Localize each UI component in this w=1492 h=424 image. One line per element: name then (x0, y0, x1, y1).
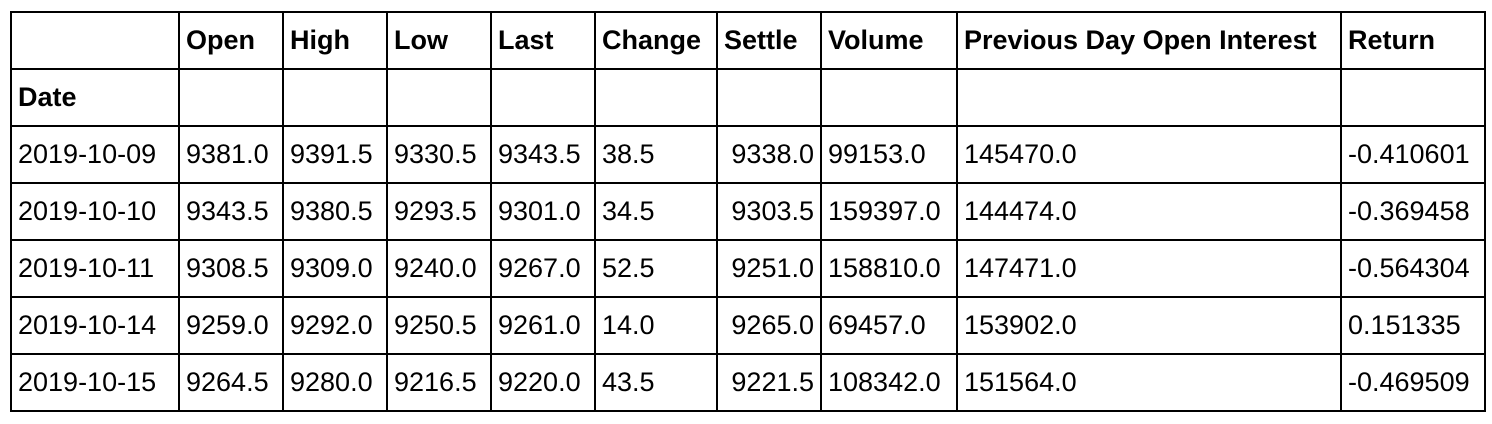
open-cell: 9259.0 (178, 296, 284, 355)
index-row-empty-cell (490, 68, 596, 127)
last-cell: 9220.0 (490, 353, 596, 412)
column-header-high: High (282, 11, 388, 70)
date-cell: 2019-10-14 (10, 296, 180, 355)
change-cell: 52.5 (594, 239, 718, 298)
open-cell: 9381.0 (178, 125, 284, 184)
table-row: 2019-10-15 9264.5 9280.0 9216.5 9220.0 4… (10, 353, 1486, 412)
settle-cell: 9221.5 (716, 353, 822, 412)
settle-cell: 9265.0 (716, 296, 822, 355)
date-cell: 2019-10-10 (10, 182, 180, 241)
return-cell: -0.410601 (1340, 125, 1486, 184)
index-row-empty-cell (178, 68, 284, 127)
high-cell: 9280.0 (282, 353, 388, 412)
volume-cell: 159397.0 (820, 182, 958, 241)
last-cell: 9301.0 (490, 182, 596, 241)
index-row-empty-cell (282, 68, 388, 127)
dataframe-container: Open High Low Last Change Settle Volume … (10, 11, 1492, 412)
index-header-date: Date (10, 68, 180, 127)
column-header-row: Open High Low Last Change Settle Volume … (10, 11, 1486, 70)
column-header-open: Open (178, 11, 284, 70)
index-name-row: Date (10, 68, 1486, 127)
table-row: 2019-10-14 9259.0 9292.0 9250.5 9261.0 1… (10, 296, 1486, 355)
date-cell: 2019-10-15 (10, 353, 180, 412)
low-cell: 9330.5 (386, 125, 492, 184)
column-header-return: Return (1340, 11, 1486, 70)
change-cell: 34.5 (594, 182, 718, 241)
column-header-change: Change (594, 11, 718, 70)
return-cell: -0.469509 (1340, 353, 1486, 412)
low-cell: 9293.5 (386, 182, 492, 241)
header-corner-cell (10, 11, 180, 70)
table-row: 2019-10-11 9308.5 9309.0 9240.0 9267.0 5… (10, 239, 1486, 298)
previous-day-open-interest-cell: 145470.0 (956, 125, 1342, 184)
return-cell: 0.151335 (1340, 296, 1486, 355)
column-header-last: Last (490, 11, 596, 70)
high-cell: 9309.0 (282, 239, 388, 298)
last-cell: 9261.0 (490, 296, 596, 355)
low-cell: 9240.0 (386, 239, 492, 298)
previous-day-open-interest-cell: 144474.0 (956, 182, 1342, 241)
column-header-volume: Volume (820, 11, 958, 70)
index-row-empty-cell (1340, 68, 1486, 127)
high-cell: 9380.5 (282, 182, 388, 241)
previous-day-open-interest-cell: 147471.0 (956, 239, 1342, 298)
date-cell: 2019-10-09 (10, 125, 180, 184)
index-row-empty-cell (594, 68, 718, 127)
open-cell: 9343.5 (178, 182, 284, 241)
volume-cell: 158810.0 (820, 239, 958, 298)
table-body: 2019-10-09 9381.0 9391.5 9330.5 9343.5 3… (10, 125, 1486, 412)
column-header-previous-day-open-interest: Previous Day Open Interest (956, 11, 1342, 70)
return-cell: -0.369458 (1340, 182, 1486, 241)
low-cell: 9250.5 (386, 296, 492, 355)
settle-cell: 9338.0 (716, 125, 822, 184)
return-cell: -0.564304 (1340, 239, 1486, 298)
volume-cell: 108342.0 (820, 353, 958, 412)
change-cell: 38.5 (594, 125, 718, 184)
last-cell: 9267.0 (490, 239, 596, 298)
table-row: 2019-10-10 9343.5 9380.5 9293.5 9301.0 3… (10, 182, 1486, 241)
previous-day-open-interest-cell: 153902.0 (956, 296, 1342, 355)
column-header-settle: Settle (716, 11, 822, 70)
column-header-low: Low (386, 11, 492, 70)
high-cell: 9292.0 (282, 296, 388, 355)
change-cell: 43.5 (594, 353, 718, 412)
previous-day-open-interest-cell: 151564.0 (956, 353, 1342, 412)
volume-cell: 99153.0 (820, 125, 958, 184)
settle-cell: 9303.5 (716, 182, 822, 241)
settle-cell: 9251.0 (716, 239, 822, 298)
last-cell: 9343.5 (490, 125, 596, 184)
change-cell: 14.0 (594, 296, 718, 355)
table-header: Open High Low Last Change Settle Volume … (10, 11, 1486, 127)
dataframe-table: Open High Low Last Change Settle Volume … (10, 11, 1486, 412)
table-row: 2019-10-09 9381.0 9391.5 9330.5 9343.5 3… (10, 125, 1486, 184)
open-cell: 9308.5 (178, 239, 284, 298)
index-row-empty-cell (956, 68, 1342, 127)
index-row-empty-cell (386, 68, 492, 127)
low-cell: 9216.5 (386, 353, 492, 412)
open-cell: 9264.5 (178, 353, 284, 412)
index-row-empty-cell (716, 68, 822, 127)
high-cell: 9391.5 (282, 125, 388, 184)
volume-cell: 69457.0 (820, 296, 958, 355)
index-row-empty-cell (820, 68, 958, 127)
date-cell: 2019-10-11 (10, 239, 180, 298)
